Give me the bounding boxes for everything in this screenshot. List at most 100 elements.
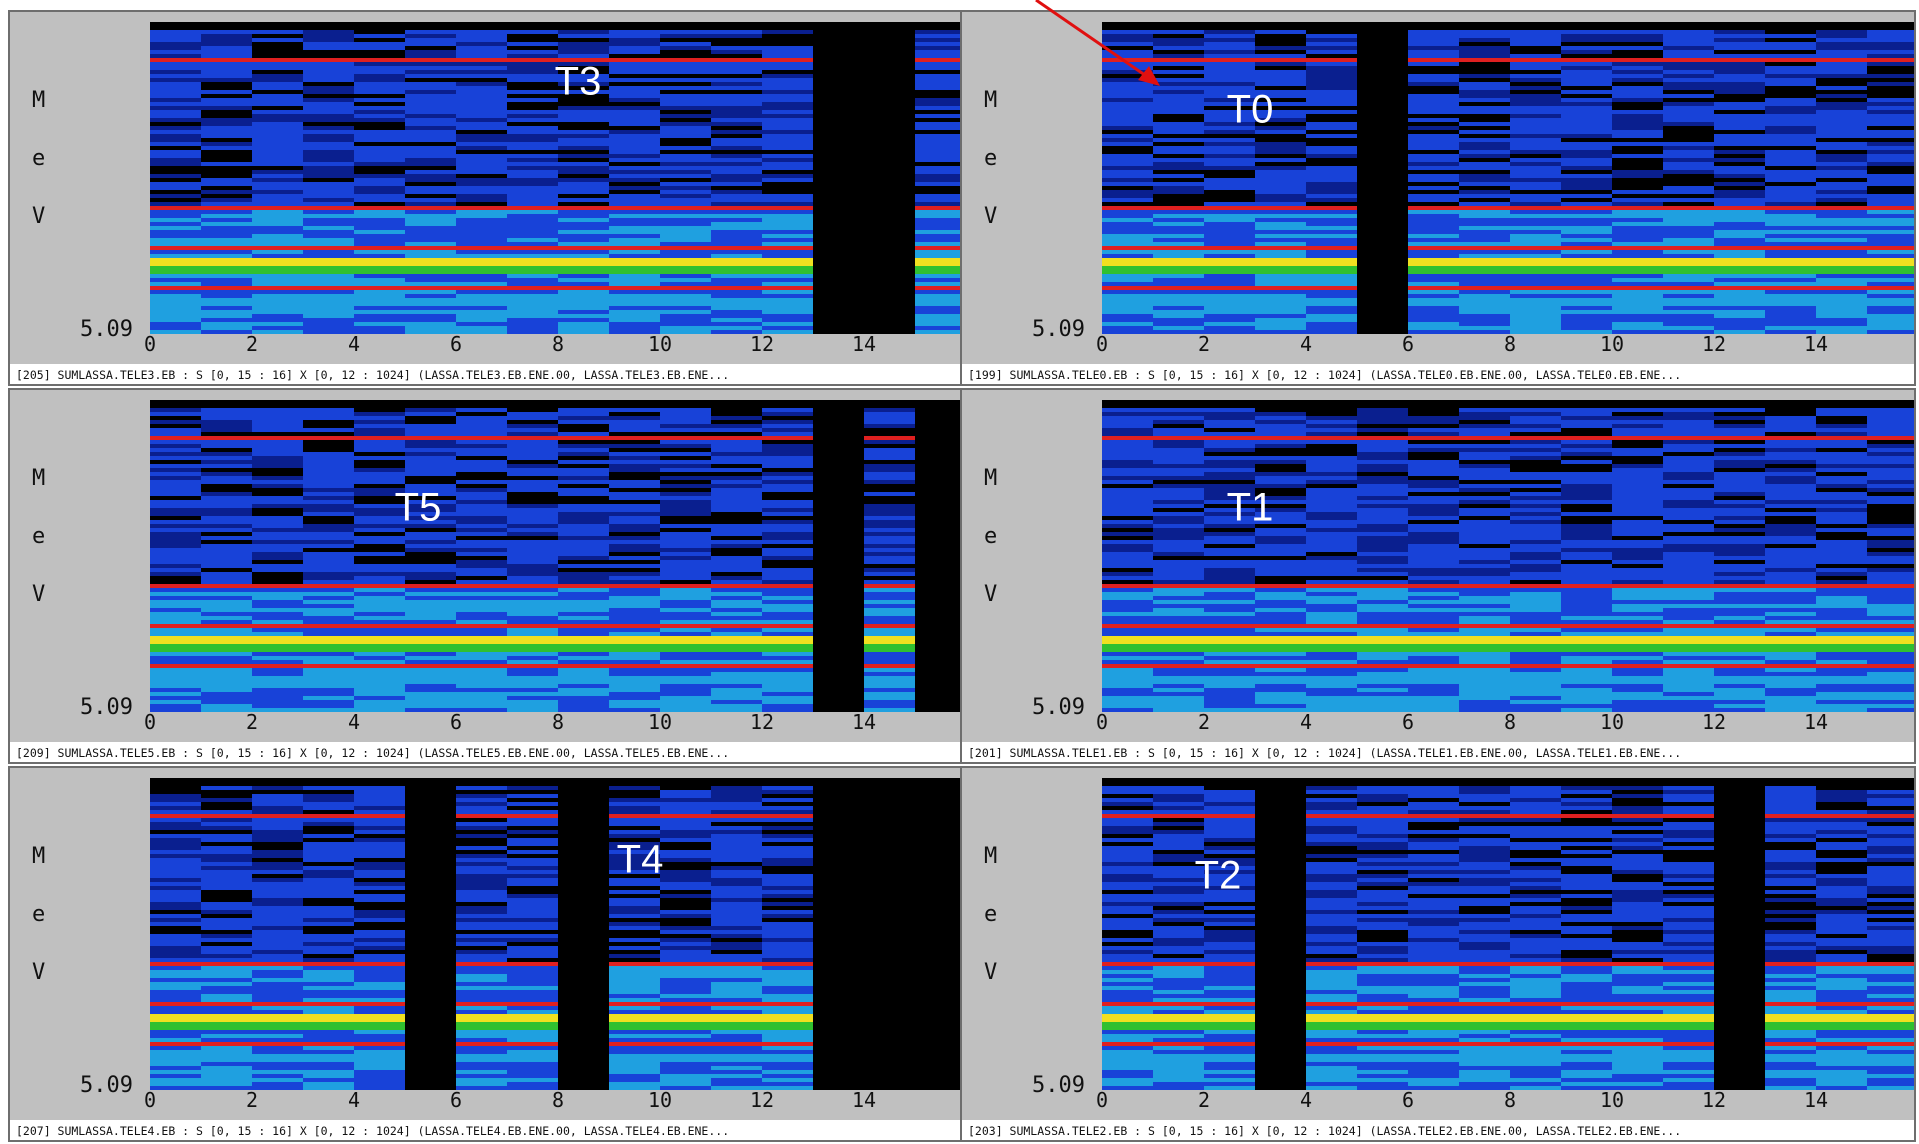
heatmap-cell — [660, 322, 711, 327]
heatmap-cell — [1867, 608, 1914, 613]
heatmap-cell — [1510, 258, 1561, 263]
heatmap-cell — [1102, 468, 1153, 473]
heatmap-cell — [507, 102, 558, 107]
heatmap-cell — [1255, 238, 1306, 243]
heatmap-cell — [1408, 580, 1459, 585]
heatmap-cell — [1306, 298, 1357, 303]
heatmap-cell — [1306, 286, 1357, 291]
heatmap-cell — [1153, 166, 1204, 171]
heatmap-cell — [1663, 314, 1714, 319]
heatmap-cell — [1765, 576, 1816, 581]
heatmap-cell — [1153, 464, 1204, 469]
heatmap-cell — [1510, 420, 1561, 425]
heatmap-cell — [558, 432, 609, 437]
heatmap-cell — [150, 214, 201, 219]
heatmap-cell — [660, 178, 711, 183]
heatmap-cell — [1714, 456, 1765, 461]
heatmap-cell — [354, 424, 405, 429]
heatmap-cell — [405, 664, 456, 669]
heatmap-cell — [1408, 436, 1459, 441]
heatmap-cell — [915, 270, 962, 275]
heatmap-cell — [1510, 700, 1561, 705]
heatmap-cell — [660, 50, 711, 55]
heatmap-cell — [1663, 528, 1714, 533]
heatmap-cell — [1561, 158, 1612, 163]
heatmap-cell — [1204, 684, 1255, 689]
heatmap-cell — [1306, 632, 1357, 637]
heatmap-cell — [201, 86, 252, 91]
heatmap-cell — [1255, 444, 1306, 449]
heatmap-cell — [507, 198, 558, 203]
heatmap-cell — [1612, 624, 1663, 629]
heatmap-cell — [1714, 298, 1765, 303]
heatmap-cell — [303, 198, 354, 203]
heatmap-cell — [1102, 82, 1153, 87]
heatmap-cell — [1204, 154, 1255, 159]
heatmap-cell — [150, 946, 201, 951]
heatmap-cell — [507, 26, 558, 31]
heatmap-cell — [303, 588, 354, 593]
heatmap-cell — [1867, 214, 1914, 219]
heatmap-cell — [915, 306, 962, 311]
heatmap-cell — [1102, 452, 1153, 457]
heatmap-cell — [1510, 222, 1561, 227]
heatmap-cell — [150, 704, 201, 709]
heatmap-cell — [1204, 560, 1255, 565]
heatmap-cell — [660, 624, 711, 629]
heatmap-cell — [609, 460, 660, 465]
heatmap-cell — [1510, 444, 1561, 449]
heatmap-cell — [1357, 520, 1408, 525]
heatmap-cell — [1765, 202, 1816, 207]
heatmap-cell — [1102, 22, 1153, 27]
heatmap-cell — [1765, 624, 1816, 629]
heatmap-cell — [150, 990, 201, 995]
heatmap-cell — [1714, 664, 1765, 669]
heatmap-cell — [1765, 142, 1816, 147]
heatmap-cell — [354, 400, 405, 405]
heatmap-cell — [1765, 30, 1816, 35]
heatmap-cell — [303, 186, 354, 191]
heatmap-cell — [1459, 632, 1510, 637]
heatmap-cell — [252, 692, 303, 697]
heatmap-cell — [609, 412, 660, 417]
heatmap-cell — [252, 1078, 303, 1083]
heatmap-cell — [1765, 472, 1816, 477]
heatmap-cell — [150, 1038, 201, 1043]
heatmap-cell — [201, 294, 252, 299]
heatmap-cell — [609, 266, 660, 271]
heatmap-cell — [1714, 576, 1765, 581]
heatmap-cell — [864, 572, 915, 577]
heatmap-cell — [711, 696, 762, 701]
heatmap-cell — [150, 222, 201, 227]
heatmap-cell — [507, 648, 558, 653]
heatmap-cell — [1306, 480, 1357, 485]
heatmap-cell — [762, 444, 813, 449]
heatmap-cell — [1816, 238, 1867, 243]
heatmap-cell — [252, 326, 303, 331]
heatmap-cell — [252, 862, 303, 867]
heatmap-cell — [201, 1030, 252, 1035]
heatmap-cell — [558, 274, 609, 279]
heatmap-cell — [1306, 664, 1357, 669]
heatmap-cell — [660, 628, 711, 633]
heatmap-cell — [507, 688, 558, 693]
heatmap-cell — [711, 210, 762, 215]
heatmap-cell — [711, 656, 762, 661]
heatmap-cell — [201, 1054, 252, 1059]
heatmap-cell — [1306, 90, 1357, 95]
heatmap-cell — [711, 652, 762, 657]
heatmap-cell — [1561, 432, 1612, 437]
heatmap-cell — [1561, 290, 1612, 295]
heatmap-cell — [609, 488, 660, 493]
heatmap-cell — [762, 254, 813, 259]
heatmap-cell — [303, 238, 354, 243]
heatmap-cell — [1612, 708, 1663, 712]
heatmap-cell — [456, 692, 507, 697]
heatmap-cell — [558, 548, 609, 553]
heatmap-cell — [915, 214, 962, 219]
heatmap-cell — [1867, 198, 1914, 203]
x-tick-label: 14 — [851, 332, 877, 356]
heatmap-cell — [303, 218, 354, 223]
heatmap-cell — [1204, 138, 1255, 143]
heatmap-cell — [1510, 484, 1561, 489]
